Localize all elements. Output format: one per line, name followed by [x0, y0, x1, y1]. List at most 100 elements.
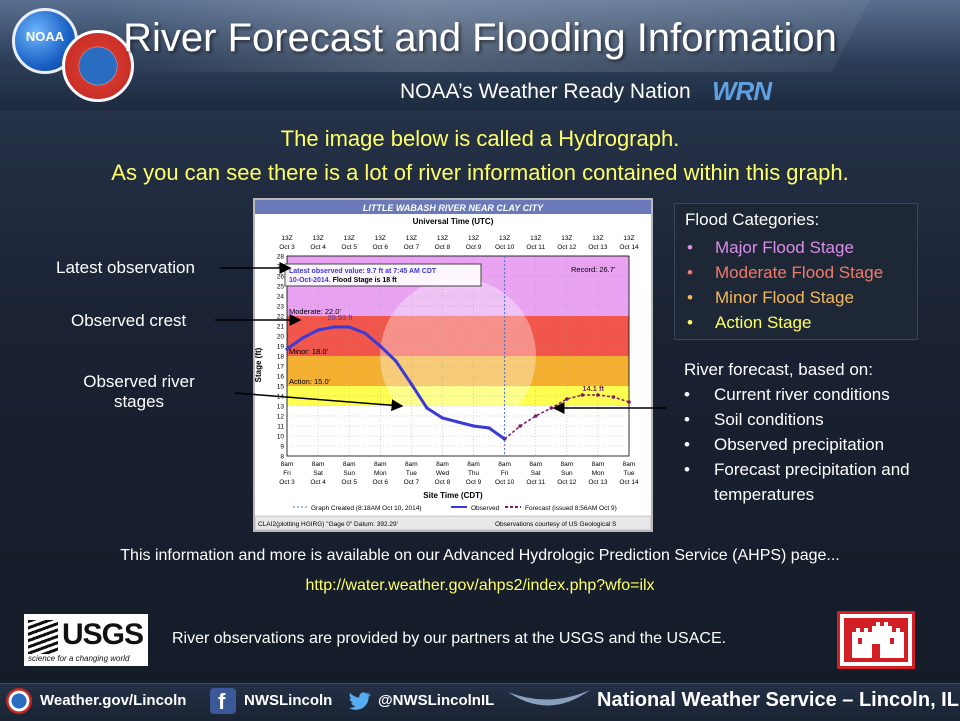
y-tick-labels: 8 9 10 11 12 13 14 15 16 17 18 19 20 21 22 23 24 25 26 27 28 [277, 254, 285, 461]
noaa-swoosh-icon [508, 690, 590, 706]
local-tick-label: Tue [406, 470, 417, 477]
normal-band [287, 406, 629, 456]
local-tick-label: 8am [498, 461, 511, 468]
hydrograph-footer [255, 515, 651, 530]
y-tick-label: 21 [277, 324, 285, 331]
y-tick-label: 24 [277, 294, 285, 301]
nws-logo [62, 30, 134, 102]
utc-tick-label: Oct 7 [404, 244, 420, 251]
noaa-logo-text: NOAA [25, 29, 65, 44]
forecast-point [533, 414, 538, 418]
observed-point [471, 424, 476, 428]
y-tick-label: 23 [277, 304, 285, 311]
forecast-point [549, 406, 554, 410]
bullet-icon: • [684, 435, 690, 454]
category-minor: • Minor Flood Stage [685, 285, 907, 310]
latest-info-flood: Flood Stage is 18 ft [331, 277, 398, 284]
forecast-basis-label: Observed precipitation [714, 435, 885, 454]
bullet-icon: • [687, 238, 693, 257]
callout-observed-crest: Observed crest [71, 311, 187, 330]
forecast-basis-item: • Observed precipitation [684, 432, 944, 457]
footer-twitter-link[interactable]: @NWSLincolnIL [378, 692, 495, 709]
observed-point [425, 406, 429, 410]
utc-tick-label: Oct 12 [557, 244, 577, 251]
local-tick-label: Sat [531, 470, 541, 477]
usgs-logo-name: USGS [62, 618, 144, 651]
utc-tick-label: 13Z [437, 235, 448, 242]
bullet-icon: • [687, 263, 693, 282]
utc-tick-label: Oct 4 [310, 244, 326, 251]
forecast-basis: River forecast, based on: • Current river… [684, 357, 944, 507]
utc-tick-label: 13Z [530, 235, 541, 242]
hydrograph-legend: Graph Created (8:18AM Oct 10, 2014) Obse… [293, 505, 617, 512]
bullet-icon: • [687, 313, 693, 332]
flood-category-labels: Moderate: 22.0' Minor: 18.0' Action: 15.… [289, 265, 616, 386]
utc-tick-label: 13Z [623, 235, 634, 242]
latest-info-line1: Latest observed value: 9.7 ft at 7:45 AM… [289, 268, 437, 275]
footer-website-link[interactable]: Weather.gov/Lincoln [40, 692, 187, 709]
footer-office-name: National Weather Service – Lincoln, IL [597, 689, 959, 711]
footer-facebook-link[interactable]: NWSLincoln [244, 692, 333, 709]
utc-tick-label: 13Z [375, 235, 386, 242]
intro-line-1: The image below is called a Hydrograph. [280, 126, 680, 151]
y-tick-label: 25 [277, 284, 285, 291]
observed-point [394, 359, 398, 363]
category-minor-label: Minor Flood Stage [715, 288, 854, 307]
partners-text: River observations are provided by our p… [172, 630, 727, 647]
bullet-icon: • [687, 288, 693, 307]
local-tick-label: 8am [405, 461, 418, 468]
utc-tick-label: 13Z [499, 235, 510, 242]
hydrograph-svg: LITTLE WABASH RIVER NEAR CLAY CITY Unive… [255, 200, 651, 530]
observed-point [316, 328, 320, 332]
legend-forecast: Forecast (issued 8:56AM Oct 9) [525, 505, 617, 512]
callout-observed-river-stages: Observed river stages [70, 372, 208, 412]
ahps-link[interactable]: http://water.weather.gov/ahps2/index.php… [305, 577, 655, 594]
local-tick-label: Tue [624, 470, 635, 477]
local-tick-label: Oct 4 [310, 479, 326, 486]
utc-tick-label: Oct 6 [372, 244, 388, 251]
y-tick-label: 10 [277, 434, 285, 441]
legend-observed: Observed [471, 505, 500, 512]
local-tick-label: 8am [529, 461, 542, 468]
utc-tick-label: 13Z [561, 235, 572, 242]
observed-point [456, 420, 460, 424]
observed-point [285, 347, 289, 351]
utc-tick-label: Oct 14 [619, 244, 639, 251]
utc-tick-label: Oct 9 [466, 244, 482, 251]
local-tick-label: Oct 6 [372, 479, 388, 486]
bullet-icon: • [684, 410, 690, 429]
crest-value-label: 20.93 ft [327, 313, 353, 322]
usgs-wave-icon [28, 620, 58, 654]
utc-tick-label: 13Z [468, 235, 479, 242]
local-tick-label: Wed [436, 470, 450, 477]
forecast-point [518, 424, 522, 428]
forecast-basis-label: Current river conditions [714, 385, 890, 404]
banner-shine [110, 0, 870, 72]
action-label: Action: 15.0' [289, 377, 331, 386]
y-tick-label: 15 [277, 384, 285, 391]
utc-tick-label: Oct 8 [435, 244, 451, 251]
twitter-bird-icon[interactable] [346, 688, 372, 714]
local-tick-label: Sun [343, 470, 355, 477]
flood-categories-title: Flood Categories: [685, 210, 820, 229]
y-tick-label: 12 [277, 414, 285, 421]
usace-castle-icon [844, 618, 908, 662]
page-subtitle: NOAA’s Weather Ready Nation [400, 80, 691, 103]
bullet-icon: • [684, 385, 690, 404]
y-tick-label: 26 [277, 274, 285, 281]
category-major-label: Major Flood Stage [715, 238, 854, 257]
callout-stages-line1: Observed river [83, 372, 195, 391]
category-moderate-label: Moderate Flood Stage [715, 263, 884, 282]
usace-castle-logo [837, 611, 915, 669]
utc-tick-label: 13Z [406, 235, 417, 242]
observed-point [363, 331, 367, 335]
local-tick-labels: 8am Fri Oct 3 8am Sat Oct 4 8am Sun Oct 5 8am Mon O… [279, 461, 639, 486]
hydrograph-footer-right: Observations courtesy of US Geological S [495, 521, 617, 528]
facebook-icon[interactable]: f [210, 688, 236, 714]
y-tick-label: 9 [280, 444, 284, 451]
plot-frame [286, 255, 630, 457]
y-tick-label: 14 [277, 394, 285, 401]
intro-line-2: As you can see there is a lot of river i… [111, 160, 849, 185]
observed-point [440, 416, 445, 420]
header-banner [0, 0, 960, 110]
